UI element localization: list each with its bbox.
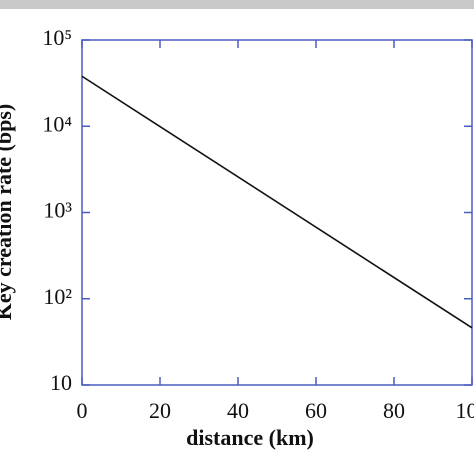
x-tick-label: 40 (227, 398, 249, 423)
x-tick-label: 80 (383, 398, 405, 423)
y-tick-label: 10 (50, 370, 72, 395)
x-tick-label: 20 (149, 398, 171, 423)
x-axis-label: distance (km) (186, 425, 314, 450)
y-tick-label: 10⁵ (42, 25, 72, 50)
y-tick-label: 10³ (43, 198, 72, 223)
x-tick-label: 100 (456, 398, 474, 423)
x-tick-label: 0 (77, 398, 88, 423)
x-tick-label: 60 (305, 398, 327, 423)
y-tick-label: 10⁴ (42, 111, 72, 136)
top-bar (0, 0, 474, 9)
plot-frame (81, 39, 473, 386)
data-line (81, 75, 473, 329)
y-axis-label: Key creation rate (bps) (0, 104, 16, 321)
y-tick-label: 10² (43, 284, 72, 309)
